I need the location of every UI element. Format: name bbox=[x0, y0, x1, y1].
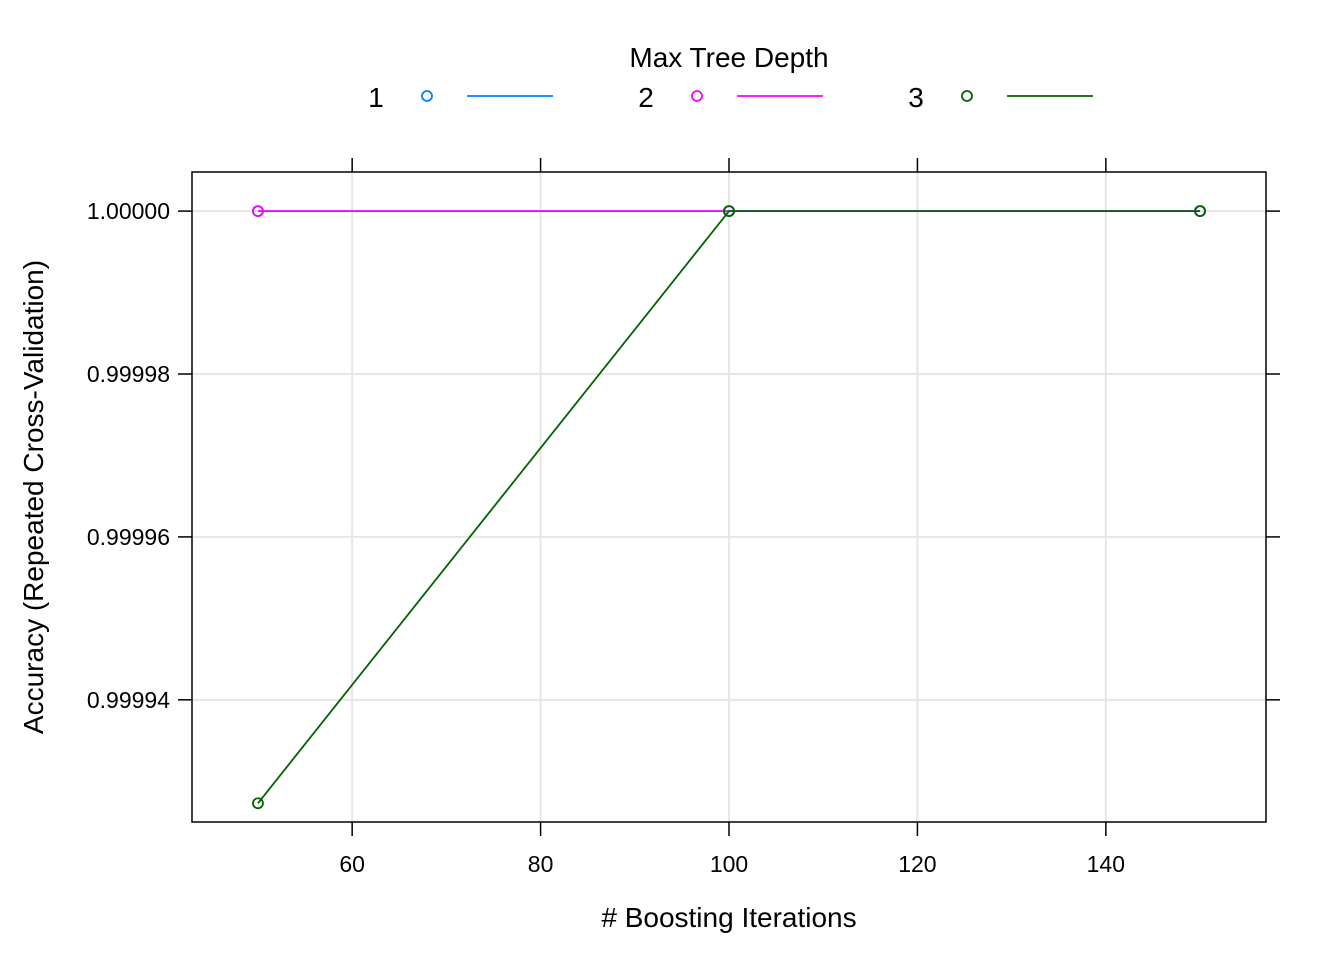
x-tick-label: 60 bbox=[339, 851, 365, 877]
data-point-depth-3 bbox=[252, 797, 264, 810]
data-point-depth-2 bbox=[252, 205, 264, 217]
legend-label-depth-2: 2 bbox=[638, 82, 654, 113]
y-tick-label: 0.99994 bbox=[87, 687, 170, 713]
data-point-depth-3 bbox=[723, 205, 735, 217]
legend-marker-depth-2 bbox=[691, 90, 703, 102]
legend-label-depth-1: 1 bbox=[368, 82, 384, 113]
legend-label-depth-3: 3 bbox=[908, 82, 924, 113]
legend-title: Max Tree Depth bbox=[629, 42, 828, 73]
y-tick-label: 0.99998 bbox=[87, 361, 170, 387]
x-tick-label: 120 bbox=[898, 851, 936, 877]
y-tick-label: 0.99996 bbox=[87, 524, 170, 550]
x-tick-label: 140 bbox=[1087, 851, 1125, 877]
data-point-depth-3 bbox=[1194, 205, 1206, 217]
legend-marker-depth-3 bbox=[961, 90, 973, 102]
series-layer bbox=[252, 205, 1206, 810]
y-tick-label: 1.00000 bbox=[87, 198, 170, 224]
axis-ticks: 60 80 100 120 140 0.99994 0.99996 0.99998 1.0000… bbox=[87, 158, 1280, 877]
legend: Max Tree Depth 1 2 3 bbox=[368, 42, 1093, 113]
y-axis-label: Accuracy (Repeated Cross-Validation) bbox=[18, 260, 49, 734]
legend-items: 1 2 3 bbox=[368, 82, 1093, 113]
legend-marker-depth-1 bbox=[421, 90, 433, 102]
series-line-depth-3 bbox=[257, 210, 1201, 804]
gridlines bbox=[192, 172, 1266, 822]
x-tick-label: 80 bbox=[528, 851, 554, 877]
x-tick-label: 100 bbox=[710, 851, 748, 877]
x-axis-label: # Boosting Iterations bbox=[601, 902, 856, 933]
